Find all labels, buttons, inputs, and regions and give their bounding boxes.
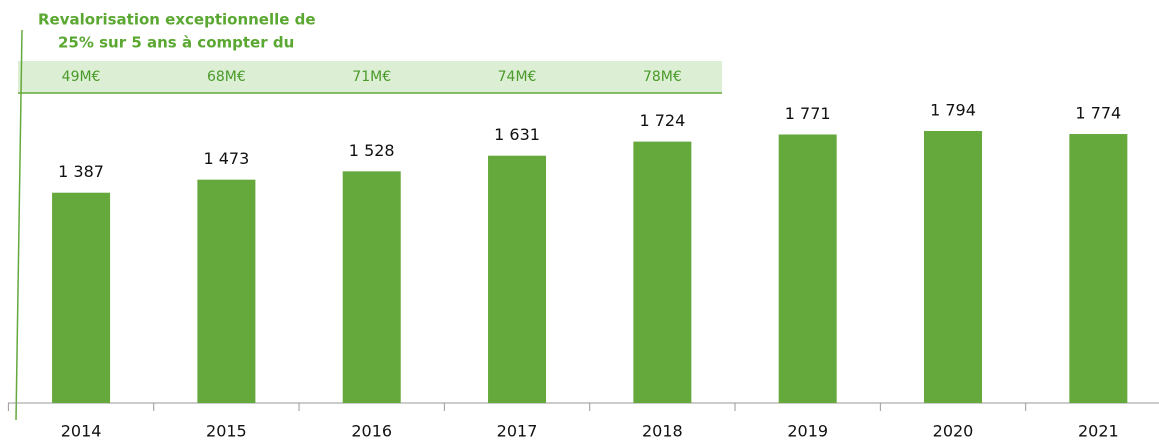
value-label: 1 774 — [1075, 104, 1121, 123]
x-tick-label: 2020 — [933, 422, 974, 441]
x-tick-label: 2019 — [787, 422, 828, 441]
band-label: 78M€ — [643, 69, 682, 85]
value-label: 1 631 — [494, 125, 540, 144]
bar — [197, 179, 256, 403]
bar — [778, 134, 837, 403]
bar — [488, 155, 547, 403]
annotation-band — [18, 61, 722, 93]
band-label: 74M€ — [498, 69, 537, 85]
band-label: 49M€ — [62, 69, 101, 85]
value-label: 1 387 — [58, 162, 104, 181]
x-tick-label: 2014 — [61, 422, 102, 441]
band-label: 71M€ — [352, 69, 391, 85]
value-label: 1 771 — [785, 104, 831, 123]
annotation: 25% sur 5 ans à compter du — [58, 34, 294, 52]
x-tick-label: 2021 — [1078, 422, 1119, 441]
bar — [1069, 134, 1128, 403]
x-tick-label: 2016 — [351, 422, 392, 441]
bar — [342, 171, 401, 403]
value-label: 1 794 — [930, 101, 976, 120]
value-label: 1 528 — [349, 141, 395, 160]
x-tick-label: 2018 — [642, 422, 683, 441]
annotation: Revalorisation exceptionnelle de — [38, 11, 316, 29]
band-label: 68M€ — [207, 69, 246, 85]
bar — [52, 192, 111, 403]
x-tick-label: 2015 — [206, 422, 247, 441]
value-label: 1 724 — [639, 111, 685, 130]
x-tick-label: 2017 — [497, 422, 538, 441]
bar — [633, 141, 692, 403]
bar — [924, 131, 983, 403]
value-label: 1 473 — [203, 149, 249, 168]
annotation-line — [15, 29, 23, 421]
